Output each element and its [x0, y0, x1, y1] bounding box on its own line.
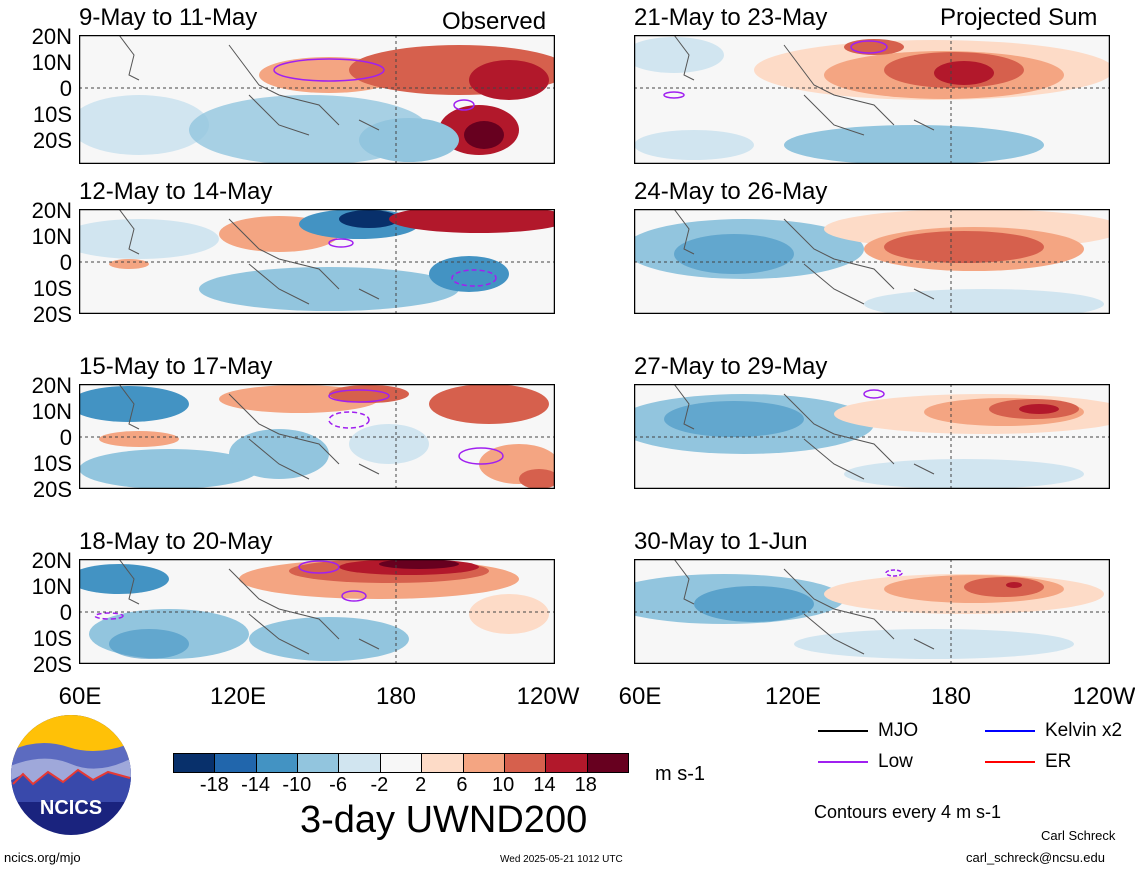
lon-label-120w: 120W	[1072, 683, 1135, 710]
lat-label-20n: 20N	[31, 24, 72, 49]
panel-title-4: 24-May to 26-May	[634, 178, 828, 205]
colorbar-units: m s-1	[655, 763, 705, 785]
lon-label-120e: 120E	[764, 683, 822, 710]
colorbar-label: -10	[282, 774, 312, 796]
panel-title-3: 12-May to 14-May	[79, 178, 273, 205]
lat-label-20n: 20N	[31, 373, 72, 398]
legend-line-er	[985, 761, 1035, 763]
map-panel-1	[79, 35, 555, 164]
logo-text: NCICS	[40, 797, 102, 819]
main-title: 3-day UWND200	[300, 799, 588, 841]
lat-label-10s: 10S	[32, 102, 72, 127]
lon-label-60e: 60E	[618, 683, 662, 710]
colorbar-swatch	[338, 754, 380, 772]
legend-label-low: Low	[878, 751, 913, 772]
lon-label-180: 180	[930, 683, 972, 710]
panel-title-2: 21-May to 23-May	[634, 4, 828, 31]
map-panel-7	[79, 559, 555, 664]
lat-label-10s: 10S	[32, 451, 72, 476]
lat-label-eq: 0	[59, 600, 72, 625]
colorbar-swatch	[297, 754, 339, 772]
legend-line-mjo	[818, 730, 868, 732]
legend-label-kelvin: Kelvin x2	[1045, 720, 1123, 741]
contour-note: Contours every 4 m s-1	[814, 802, 1002, 822]
lat-label-10n: 10N	[31, 50, 72, 75]
colorbar-swatch	[462, 754, 504, 772]
colorbar-label: 18	[574, 774, 597, 796]
lat-label-10n: 10N	[31, 574, 72, 599]
panel-title-1: 9-May to 11-May	[79, 4, 258, 31]
map-panel-5	[79, 384, 555, 489]
panel-tag-projected: Projected Sum	[940, 4, 1098, 31]
colorbar-swatch	[255, 754, 298, 772]
colorbar-label: 6	[456, 774, 468, 796]
footer-email: carl_schreck@ncsu.edu	[966, 850, 1105, 865]
colorbar-swatch	[214, 754, 256, 772]
lat-label-10s: 10S	[32, 276, 72, 301]
colorbar-label: -14	[241, 774, 270, 796]
lat-label-10s: 10S	[32, 626, 72, 651]
colorbar-swatch	[586, 754, 628, 772]
colorbar-label: -18	[199, 774, 229, 796]
colorbar-label: 2	[415, 774, 427, 796]
colorbar-label: 10	[492, 774, 515, 796]
lat-label-20s: 20S	[32, 652, 72, 677]
colorbar-swatch	[379, 754, 422, 772]
legend-label-mjo: MJO	[878, 720, 919, 741]
lon-label-180: 180	[375, 683, 417, 710]
colorbar-swatch	[421, 754, 463, 772]
lat-label-eq: 0	[59, 425, 72, 450]
panel-title-7: 18-May to 20-May	[79, 528, 273, 555]
colorbar-label: 14	[533, 774, 556, 796]
lat-label-10n: 10N	[31, 224, 72, 249]
lon-label-120e: 120E	[209, 683, 267, 710]
map-panel-4	[634, 209, 1110, 314]
colorbar	[173, 753, 629, 773]
lon-label-120w: 120W	[516, 683, 580, 710]
legend-line-low	[818, 761, 868, 763]
legend-line-kelvin	[985, 730, 1035, 732]
colorbar-swatch	[503, 754, 546, 772]
footer-author: Carl Schreck	[1041, 828, 1116, 843]
ncics-logo: NCICS	[11, 715, 131, 835]
colorbar-swatch	[545, 754, 587, 772]
map-panel-2	[634, 35, 1110, 164]
lat-label-20s: 20S	[32, 128, 72, 153]
lat-label-20n: 20N	[31, 198, 72, 223]
lat-label-20s: 20S	[32, 302, 72, 327]
map-panel-3	[79, 209, 555, 314]
map-panel-8	[634, 559, 1110, 664]
footer-timestamp: Wed 2025-05-21 1012 UTC	[500, 854, 623, 865]
colorbar-swatch	[174, 754, 215, 772]
lat-label-eq: 0	[59, 76, 72, 101]
panel-tag-observed: Observed	[442, 8, 547, 35]
colorbar-label: -2	[370, 774, 389, 796]
panel-title-8: 30-May to 1-Jun	[634, 528, 808, 555]
map-panel-6	[634, 384, 1110, 489]
colorbar-label: -6	[329, 774, 347, 796]
panel-title-6: 27-May to 29-May	[634, 353, 828, 380]
legend-label-er: ER	[1045, 751, 1072, 772]
lat-label-20n: 20N	[31, 548, 72, 573]
lat-label-10n: 10N	[31, 399, 72, 424]
footer-url: ncics.org/mjo	[4, 850, 81, 865]
lat-label-eq: 0	[59, 250, 72, 275]
lon-label-60e: 60E	[58, 683, 102, 710]
lat-label-20s: 20S	[32, 477, 72, 502]
panel-title-5: 15-May to 17-May	[79, 353, 273, 380]
